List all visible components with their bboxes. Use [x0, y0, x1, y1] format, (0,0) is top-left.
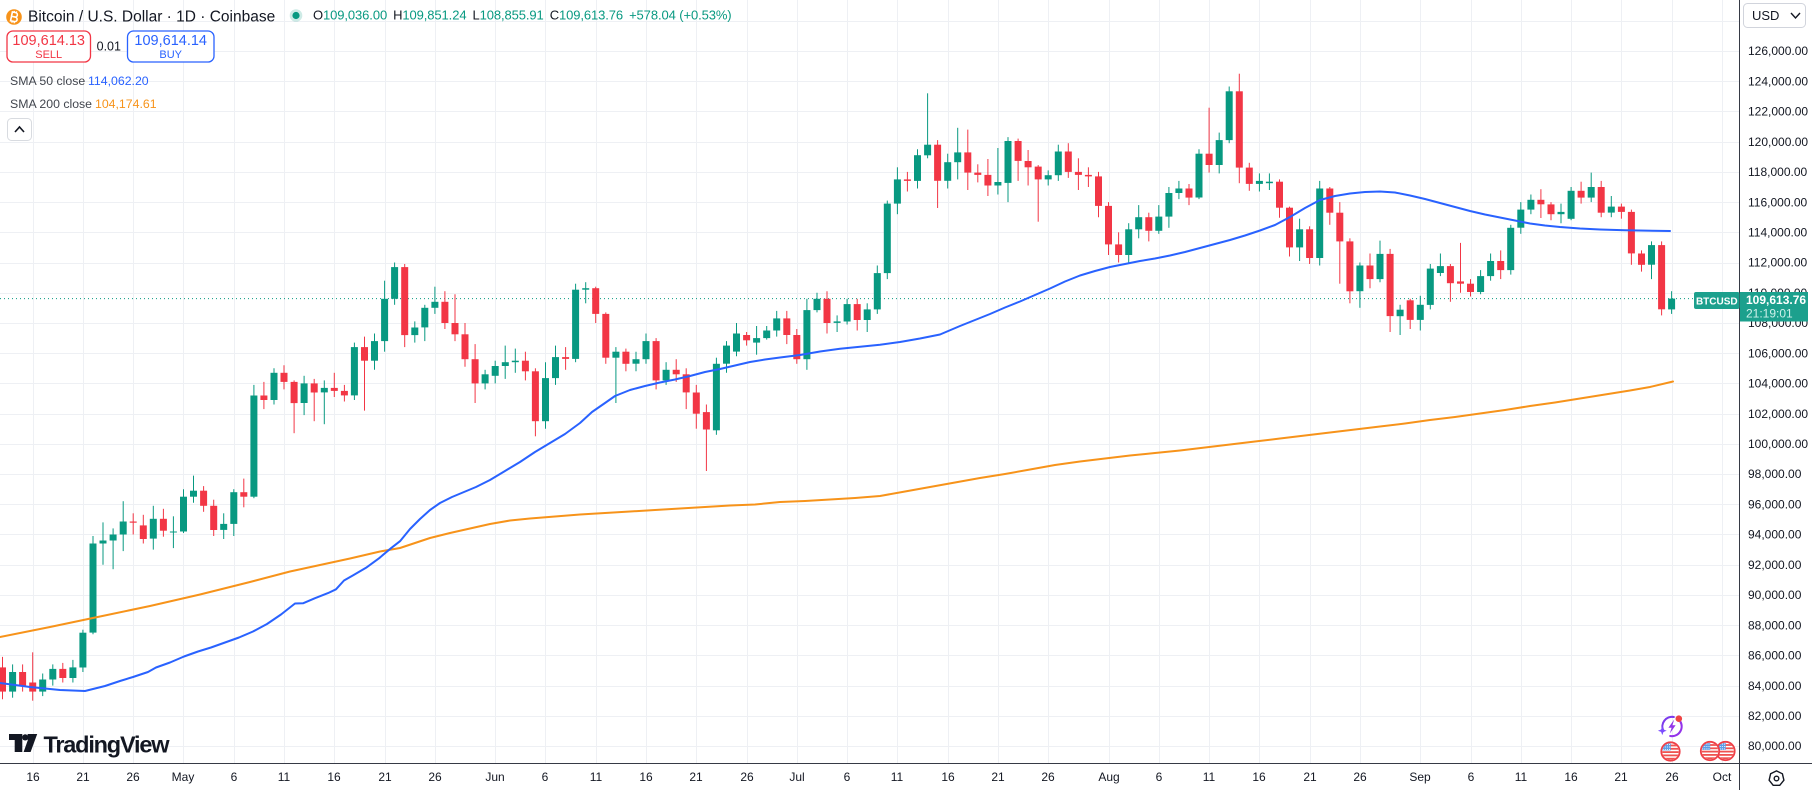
svg-text:6: 6	[1156, 770, 1163, 784]
svg-text:Sep: Sep	[1409, 770, 1431, 784]
svg-text:SELL: SELL	[35, 49, 62, 61]
svg-text:109,613.76: 109,613.76	[1746, 293, 1806, 307]
svg-text:114,062.20: 114,062.20	[88, 74, 149, 88]
svg-text:21: 21	[76, 770, 90, 784]
svg-text:21: 21	[1303, 770, 1317, 784]
svg-text:11: 11	[1515, 770, 1528, 784]
svg-text:Jul: Jul	[789, 770, 804, 784]
svg-text:116,000.00: 116,000.00	[1748, 195, 1807, 209]
svg-text:94,000.00: 94,000.00	[1748, 528, 1802, 542]
svg-text:16: 16	[941, 770, 955, 784]
svg-text:84,000.00: 84,000.00	[1748, 679, 1802, 693]
svg-text:98,000.00: 98,000.00	[1748, 467, 1802, 481]
svg-text:USD: USD	[1752, 8, 1779, 23]
svg-text:114,000.00: 114,000.00	[1748, 226, 1807, 240]
svg-text:21: 21	[689, 770, 703, 784]
svg-text:16: 16	[26, 770, 40, 784]
svg-text:6: 6	[231, 770, 238, 784]
svg-text:104,174.61: 104,174.61	[95, 97, 157, 111]
svg-text:82,000.00: 82,000.00	[1748, 709, 1802, 723]
svg-text:TradingView: TradingView	[44, 732, 171, 758]
svg-text:96,000.00: 96,000.00	[1748, 498, 1802, 512]
svg-text:6: 6	[1468, 770, 1475, 784]
svg-text:BTCUSD: BTCUSD	[1696, 296, 1738, 307]
svg-text:92,000.00: 92,000.00	[1748, 558, 1802, 572]
svg-text:Bitcoin / U.S. Dollar · 1D · C: Bitcoin / U.S. Dollar · 1D · Coinbase	[28, 9, 275, 26]
svg-text:26: 26	[428, 770, 442, 784]
svg-text:88,000.00: 88,000.00	[1748, 618, 1802, 632]
svg-text:21:19:01: 21:19:01	[1746, 307, 1793, 321]
svg-text:16: 16	[1252, 770, 1266, 784]
svg-text:112,000.00: 112,000.00	[1748, 256, 1807, 270]
svg-text:21: 21	[378, 770, 392, 784]
svg-text:11: 11	[1203, 770, 1216, 784]
svg-text:Oct: Oct	[1713, 770, 1732, 784]
svg-text:118,000.00: 118,000.00	[1748, 165, 1807, 179]
svg-text:80,000.00: 80,000.00	[1748, 739, 1802, 753]
svg-text:100,000.00: 100,000.00	[1748, 437, 1808, 451]
svg-text:109,614.14: 109,614.14	[134, 33, 207, 49]
svg-text:90,000.00: 90,000.00	[1748, 588, 1802, 602]
svg-text:124,000.00: 124,000.00	[1748, 74, 1808, 88]
svg-text:BUY: BUY	[159, 49, 182, 61]
svg-text:126,000.00: 126,000.00	[1748, 44, 1808, 58]
svg-text:6: 6	[542, 770, 549, 784]
svg-text:Aug: Aug	[1098, 770, 1119, 784]
svg-text:16: 16	[327, 770, 341, 784]
svg-text:86,000.00: 86,000.00	[1748, 649, 1802, 663]
svg-text:26: 26	[740, 770, 754, 784]
svg-text:104,000.00: 104,000.00	[1748, 377, 1808, 391]
svg-text:102,000.00: 102,000.00	[1748, 407, 1808, 421]
svg-text:122,000.00: 122,000.00	[1748, 105, 1808, 119]
svg-text:26: 26	[126, 770, 140, 784]
svg-text:106,000.00: 106,000.00	[1748, 346, 1808, 360]
svg-text:11: 11	[891, 770, 904, 784]
svg-text:21: 21	[991, 770, 1005, 784]
svg-text:16: 16	[1564, 770, 1578, 784]
svg-text:0.01: 0.01	[97, 40, 121, 54]
svg-text:6: 6	[844, 770, 851, 784]
svg-text:109,614.13: 109,614.13	[12, 33, 85, 49]
svg-text:SMA 200 close: SMA 200 close	[10, 97, 92, 111]
svg-text:11: 11	[278, 770, 291, 784]
svg-text:SMA 50 close: SMA 50 close	[10, 74, 85, 88]
svg-text:Jun: Jun	[485, 770, 504, 784]
svg-text:11: 11	[590, 770, 603, 784]
svg-text:21: 21	[1614, 770, 1628, 784]
svg-text:26: 26	[1353, 770, 1367, 784]
svg-text:26: 26	[1665, 770, 1679, 784]
svg-text:120,000.00: 120,000.00	[1748, 135, 1808, 149]
svg-text:May: May	[172, 770, 195, 784]
svg-text:26: 26	[1041, 770, 1055, 784]
svg-text:16: 16	[639, 770, 653, 784]
